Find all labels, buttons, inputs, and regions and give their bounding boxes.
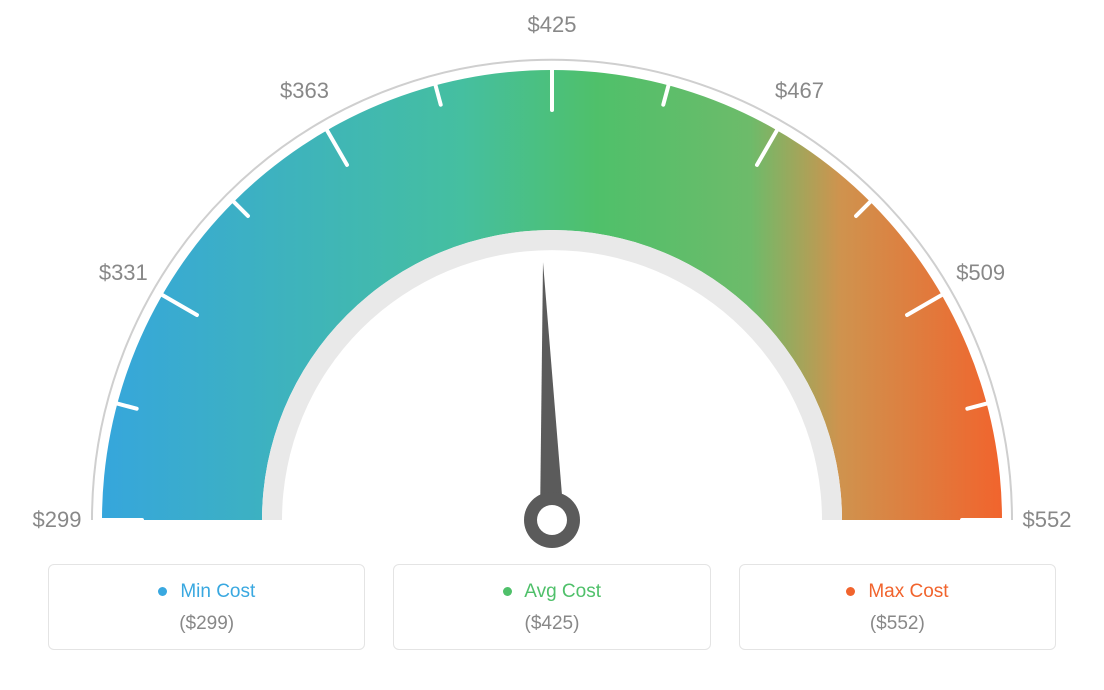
legend-min-title-row: Min Cost bbox=[49, 581, 364, 603]
gauge-chart: $299 $331 $363 $425 $467 $509 $552 bbox=[0, 0, 1104, 560]
legend-card-avg: Avg Cost ($425) bbox=[393, 564, 710, 650]
legend-min-dot bbox=[158, 587, 167, 596]
legend-card-min: Min Cost ($299) bbox=[48, 564, 365, 650]
legend-row: Min Cost ($299) Avg Cost ($425) Max Cost… bbox=[0, 564, 1104, 650]
gauge-tick-label: $363 bbox=[280, 78, 329, 104]
legend-avg-value: ($425) bbox=[394, 613, 709, 635]
gauge-svg bbox=[0, 0, 1104, 560]
legend-min-title: Min Cost bbox=[180, 581, 255, 602]
legend-avg-title-row: Avg Cost bbox=[394, 581, 709, 603]
gauge-tick-label: $467 bbox=[775, 78, 824, 104]
legend-max-value: ($552) bbox=[740, 613, 1055, 635]
legend-max-dot bbox=[846, 587, 855, 596]
gauge-tick-label: $509 bbox=[956, 260, 1005, 286]
legend-avg-dot bbox=[503, 587, 512, 596]
legend-max-title: Max Cost bbox=[868, 581, 948, 602]
gauge-tick-label: $299 bbox=[33, 507, 82, 533]
legend-avg-title: Avg Cost bbox=[524, 581, 601, 602]
legend-max-title-row: Max Cost bbox=[740, 581, 1055, 603]
legend-card-max: Max Cost ($552) bbox=[739, 564, 1056, 650]
gauge-tick-label: $331 bbox=[99, 260, 148, 286]
gauge-tick-label: $552 bbox=[1023, 507, 1072, 533]
legend-min-value: ($299) bbox=[49, 613, 364, 635]
gauge-tick-label: $425 bbox=[528, 12, 577, 38]
